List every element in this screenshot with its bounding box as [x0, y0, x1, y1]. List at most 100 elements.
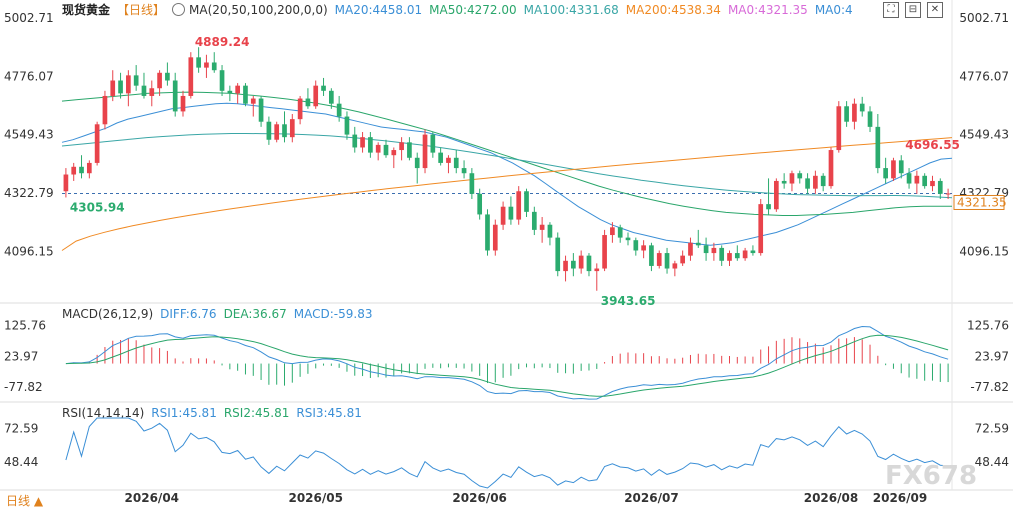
candle-body: [375, 144, 381, 153]
candle-body: [852, 103, 857, 122]
candle-body: [891, 160, 896, 179]
candle-body: [227, 90, 233, 94]
candle-body: [695, 242, 701, 246]
ma200-value: MA200:4538.34: [625, 3, 721, 17]
candle-body: [937, 180, 943, 194]
candle-body: [555, 237, 561, 272]
rsi-y-tick-left: 72.59: [4, 421, 38, 435]
macd-diff-value: DIFF:6.76: [160, 307, 217, 321]
rsi-label[interactable]: RSI(14,14,14): [62, 406, 145, 420]
candle-body: [407, 142, 412, 158]
candle-body: [758, 204, 764, 254]
candle-body: [672, 263, 678, 269]
candle-body: [102, 95, 108, 125]
candle-body: [875, 126, 881, 169]
candle-body: [820, 175, 826, 187]
ma-params-label[interactable]: MA(20,50,100,200,0,0): [189, 3, 328, 17]
ma0a-value: MA0:4321.35: [727, 3, 808, 17]
candle-body: [641, 245, 646, 251]
candle-body: [485, 214, 490, 251]
macd-diff-line: [65, 325, 949, 400]
candle-body: [828, 150, 834, 187]
candle-body: [266, 121, 272, 140]
candle-body: [461, 168, 467, 174]
candle-body: [930, 180, 935, 187]
candle-body: [680, 255, 685, 264]
minimize-icon[interactable]: ⊟: [905, 2, 921, 18]
macd-y-tick-right: 125.76: [967, 318, 1009, 332]
close-icon[interactable]: ✕: [927, 2, 943, 18]
candle-body: [477, 193, 483, 215]
candle-body: [586, 255, 592, 272]
candle-body: [188, 57, 194, 96]
candle-body: [625, 237, 631, 241]
candle-body: [617, 227, 623, 238]
ma200-line: [61, 137, 953, 251]
main-chart-header: 现货黄金 【日线】 MA(20,50,100,200,0,0) MA20:4458.0…: [62, 1, 860, 19]
candle-body: [516, 191, 522, 220]
candle-body: [149, 88, 155, 96]
candle-body: [727, 253, 732, 261]
rsi-header: RSI(14,14,14) RSI1:45.81 RSI2:45.81 RSI3:45…: [62, 404, 369, 422]
macd-y-tick-right: -77.82: [970, 380, 1009, 394]
candle-body: [157, 72, 162, 89]
candle-body: [469, 173, 475, 194]
period-label[interactable]: 【日线】: [117, 3, 166, 17]
ma20-value: MA20:4458.01: [334, 3, 423, 17]
macd-header: MACD(26,12,9) DIFF:6.76 DEA:36.67 MACD:-59.…: [62, 305, 379, 323]
ma100-line: [61, 133, 953, 199]
rsi2-value: RSI2:45.81: [223, 406, 290, 420]
candle-body: [664, 253, 670, 269]
ma100-value: MA100:4331.68: [523, 3, 619, 17]
candle-body: [368, 137, 373, 153]
candle-body: [649, 245, 654, 266]
ma0b-value: MA0:4: [814, 3, 853, 17]
candle-body: [274, 124, 280, 140]
period-selector[interactable]: 日线 ▲: [6, 494, 44, 508]
candle-body: [571, 260, 576, 269]
candle-body: [539, 224, 545, 230]
candle-body: [243, 85, 248, 104]
y-tick-left: 4776.07: [4, 69, 54, 83]
candle-body: [492, 224, 498, 251]
window-controls: ⛶ ⊟ ✕: [883, 2, 943, 18]
candle-body: [734, 253, 740, 259]
y-tick-right: 5002.71: [959, 11, 1009, 25]
candle-body: [438, 152, 443, 163]
candle-body: [289, 119, 295, 138]
candle-body: [656, 253, 662, 266]
instrument-title[interactable]: 现货黄金: [62, 3, 111, 17]
candle-body: [141, 85, 147, 96]
candle-body: [945, 193, 951, 195]
candle-body: [336, 103, 342, 117]
candle-body: [688, 242, 693, 256]
rsi-line: [65, 417, 949, 489]
candle-body: [610, 227, 615, 236]
candle-body: [118, 80, 123, 94]
candle-body: [329, 90, 334, 104]
candle-body: [711, 247, 717, 254]
candle-body: [196, 57, 201, 68]
rsi-y-tick-right: 72.59: [975, 421, 1009, 435]
macd-dea-line: [65, 334, 949, 397]
macd-label[interactable]: MACD(26,12,9): [62, 307, 154, 321]
candle-body: [258, 98, 264, 122]
candle-body: [211, 62, 217, 71]
candle-body: [422, 134, 428, 169]
ma50-line: [61, 91, 952, 216]
x-tick-label: 2026/07: [624, 491, 678, 505]
candle-body: [414, 157, 420, 169]
candle-body: [789, 173, 795, 184]
settings-circle-icon[interactable]: [172, 3, 186, 16]
rsi1-value: RSI1:45.81: [151, 406, 217, 420]
candle-body: [594, 268, 600, 272]
candle-body: [430, 134, 436, 153]
macd-dea-value: DEA:36.67: [223, 307, 287, 321]
y-tick-left: 4549.43: [4, 128, 54, 142]
candle-body: [180, 95, 186, 112]
candle-body: [633, 240, 639, 251]
candle-body: [94, 124, 100, 163]
candle-body: [906, 173, 912, 184]
fullscreen-icon[interactable]: ⛶: [883, 2, 899, 18]
